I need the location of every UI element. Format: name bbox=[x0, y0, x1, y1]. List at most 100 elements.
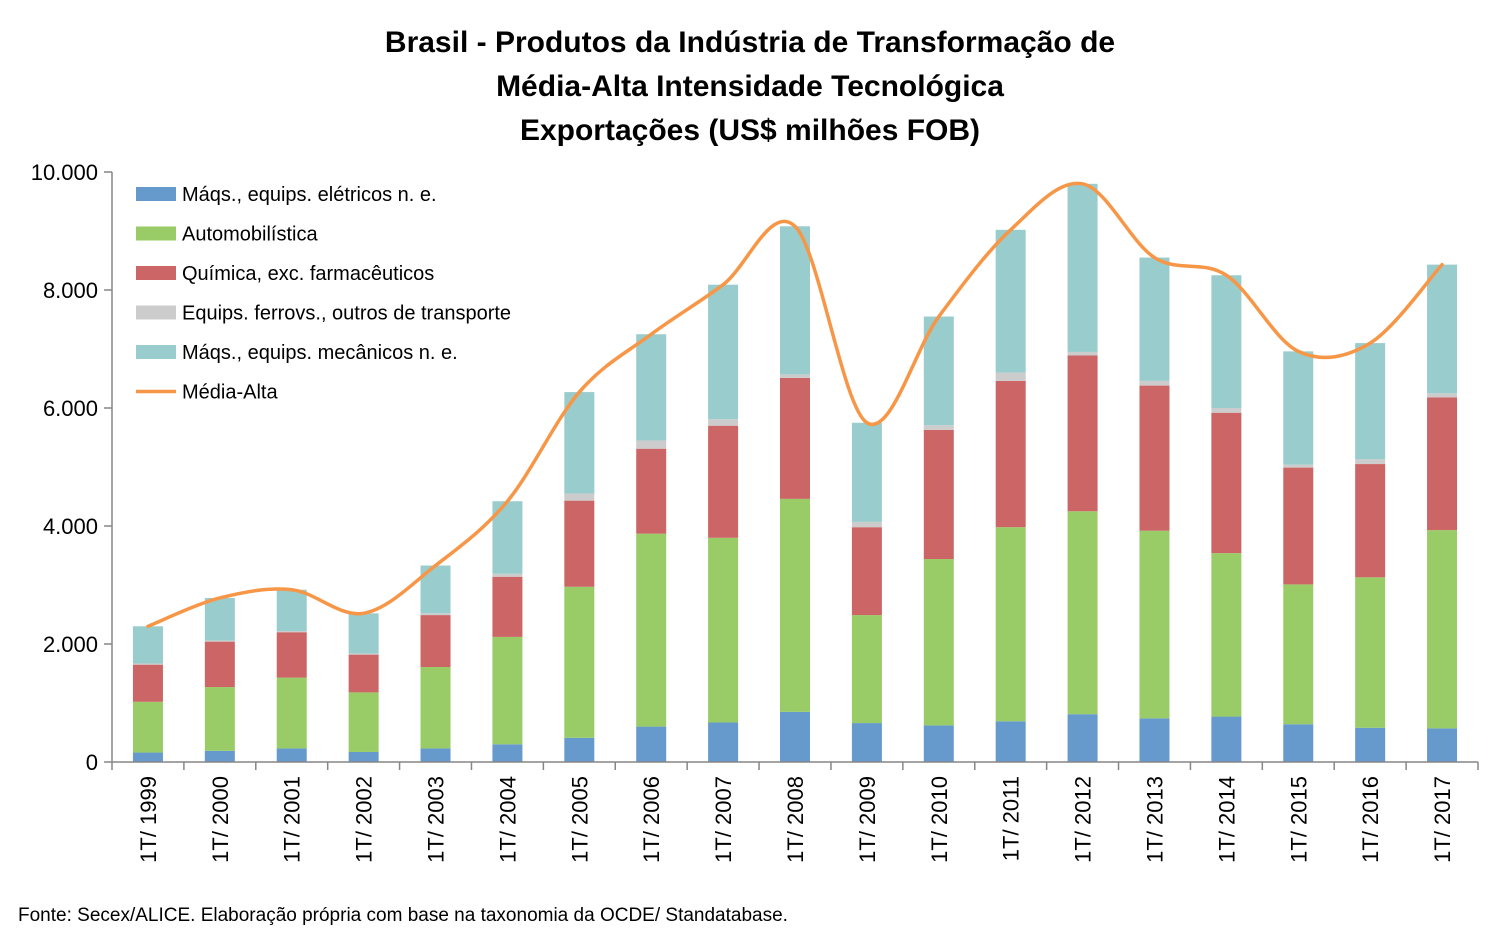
x-tick-label: 1T/ 2008 bbox=[783, 776, 808, 863]
x-tick-label: 1T/ 1999 bbox=[136, 776, 161, 863]
y-tick-label: 4.000 bbox=[43, 514, 98, 539]
bar-segment-series-4 bbox=[564, 493, 595, 501]
legend-label: Máqs., equips. mecânicos n. e. bbox=[182, 342, 458, 364]
legend-swatch bbox=[136, 305, 176, 320]
bar-segment-series-2 bbox=[780, 498, 810, 712]
bar-segment-series-3 bbox=[708, 425, 739, 538]
bar-segment-series-3 bbox=[1427, 397, 1458, 531]
bar-segment-series-2 bbox=[204, 687, 235, 751]
source-note: Fonte: Secex/ALICE. Elaboração própria c… bbox=[18, 905, 788, 926]
bar-segment-series-4 bbox=[204, 640, 235, 642]
bar-stack bbox=[1283, 351, 1314, 762]
bar-segment-series-2 bbox=[492, 636, 523, 745]
bar-segment-series-2 bbox=[1283, 584, 1314, 725]
x-tick-label: 1T/ 2011 bbox=[999, 776, 1024, 861]
bar-stack bbox=[204, 597, 235, 762]
x-tick-label: 1T/ 2017 bbox=[1430, 776, 1455, 863]
x-tick-label: 1T/ 2014 bbox=[1214, 776, 1239, 863]
bar-segment-series-3 bbox=[1139, 385, 1170, 531]
y-tick-label: 6.000 bbox=[43, 396, 98, 421]
x-tick-label: 1T/ 2007 bbox=[711, 776, 736, 863]
bar-segment-series-1 bbox=[995, 721, 1026, 762]
chart-title-line-2: Média-Alta Intensidade Tecnológica bbox=[496, 70, 1004, 103]
bar-segment-series-3 bbox=[1211, 412, 1242, 554]
bar-segment-series-1 bbox=[1427, 728, 1458, 762]
bar-segment-series-1 bbox=[564, 737, 595, 762]
bar-segment-series-5 bbox=[1139, 257, 1170, 381]
bar-segment-series-4 bbox=[1211, 408, 1242, 413]
bar-segment-series-2 bbox=[636, 533, 667, 727]
x-tick-label: 1T/ 2016 bbox=[1358, 776, 1383, 863]
bar-segment-series-5 bbox=[1283, 351, 1314, 465]
y-tick-label: 8.000 bbox=[43, 278, 98, 303]
legend-label: Química, exc. farmacêuticos bbox=[182, 263, 434, 285]
bar-segment-series-2 bbox=[276, 677, 307, 749]
bar-stack bbox=[708, 284, 739, 762]
bar-segment-series-3 bbox=[204, 641, 235, 688]
bar-stack bbox=[923, 316, 954, 762]
bar-segment-series-2 bbox=[420, 667, 451, 749]
bar-stack bbox=[780, 226, 810, 762]
bar-segment-series-4 bbox=[1139, 380, 1170, 386]
line-series-media-alta bbox=[146, 181, 1444, 629]
chart-title-line-3: Exportações (US$ milhões FOB) bbox=[520, 114, 980, 147]
legend-swatch bbox=[136, 187, 176, 201]
bar-segment-series-1 bbox=[1283, 724, 1314, 762]
bar-stack bbox=[276, 589, 307, 762]
bar-segment-series-5 bbox=[1427, 264, 1458, 394]
x-tick-label: 1T/ 2010 bbox=[927, 776, 952, 863]
bar-segment-series-1 bbox=[1067, 714, 1098, 762]
x-axis: 1T/ 1999 1T/ 2000 1T/ 2001 1T/ 2002 1T/ 2003… bbox=[111, 761, 1479, 863]
bar-segment-series-3 bbox=[564, 500, 595, 587]
bar-segment-series-4 bbox=[780, 374, 810, 378]
bar-stack bbox=[636, 334, 667, 762]
bar-stack bbox=[564, 392, 595, 762]
bar-segment-series-5 bbox=[1355, 343, 1386, 460]
bar-stack bbox=[1355, 343, 1386, 762]
legend-swatch bbox=[136, 226, 176, 241]
legend-label: Máqs., equips. elétricos n. e. bbox=[182, 184, 437, 206]
bar-segment-series-2 bbox=[1427, 530, 1458, 729]
bar-stack bbox=[420, 565, 451, 762]
bar-segment-series-1 bbox=[204, 750, 235, 762]
bar-segment-series-5 bbox=[636, 334, 667, 441]
legend-label: Automobilística bbox=[182, 224, 318, 246]
bar-segment-series-2 bbox=[1355, 577, 1386, 728]
bar-segment-series-1 bbox=[348, 751, 379, 762]
bar-segment-series-1 bbox=[851, 723, 882, 762]
bar-segment-series-5 bbox=[564, 392, 595, 494]
bar-segment-series-3 bbox=[923, 429, 954, 560]
bar-segment-series-3 bbox=[348, 654, 379, 693]
bar-segment-series-5 bbox=[780, 226, 810, 375]
bar-segment-series-1 bbox=[1355, 727, 1386, 762]
bar-segment-series-3 bbox=[1355, 464, 1386, 578]
bar-segment-series-5 bbox=[995, 229, 1026, 373]
bar-segment-series-1 bbox=[1211, 716, 1242, 762]
bar-segment-series-3 bbox=[1283, 467, 1314, 585]
chart-title: Brasil - Produtos da Indústria de Transf… bbox=[385, 26, 1115, 147]
bar-segment-series-2 bbox=[708, 537, 739, 723]
bar-segment-series-1 bbox=[492, 744, 523, 762]
bar-segment-series-1 bbox=[923, 725, 954, 762]
chart-title-line-1: Brasil - Produtos da Indústria de Transf… bbox=[385, 26, 1115, 59]
bar-segment-series-3 bbox=[276, 632, 307, 678]
bar-segment-series-4 bbox=[923, 425, 954, 430]
bar-stack bbox=[132, 626, 163, 762]
bar-segment-series-2 bbox=[923, 559, 954, 726]
bar-segment-series-3 bbox=[420, 615, 451, 668]
legend-label: Equips. ferrovs., outros de transporte bbox=[182, 303, 511, 325]
bar-segment-series-5 bbox=[348, 613, 379, 654]
bar-segment-series-4 bbox=[1067, 351, 1098, 356]
bar-segment-series-3 bbox=[636, 448, 667, 534]
bar-segment-series-2 bbox=[1067, 511, 1098, 715]
bar-segment-series-2 bbox=[1211, 553, 1242, 717]
bar-segment-series-5 bbox=[204, 597, 235, 641]
bar-segment-series-4 bbox=[708, 419, 739, 426]
bar-segment-series-4 bbox=[851, 521, 882, 528]
x-tick-label: 1T/ 2013 bbox=[1142, 776, 1167, 863]
x-tick-label: 1T/ 2012 bbox=[1071, 776, 1096, 863]
x-tick-label: 1T/ 2005 bbox=[567, 776, 592, 863]
bar-segment-series-3 bbox=[995, 380, 1026, 528]
bar-segment-series-4 bbox=[132, 663, 163, 665]
